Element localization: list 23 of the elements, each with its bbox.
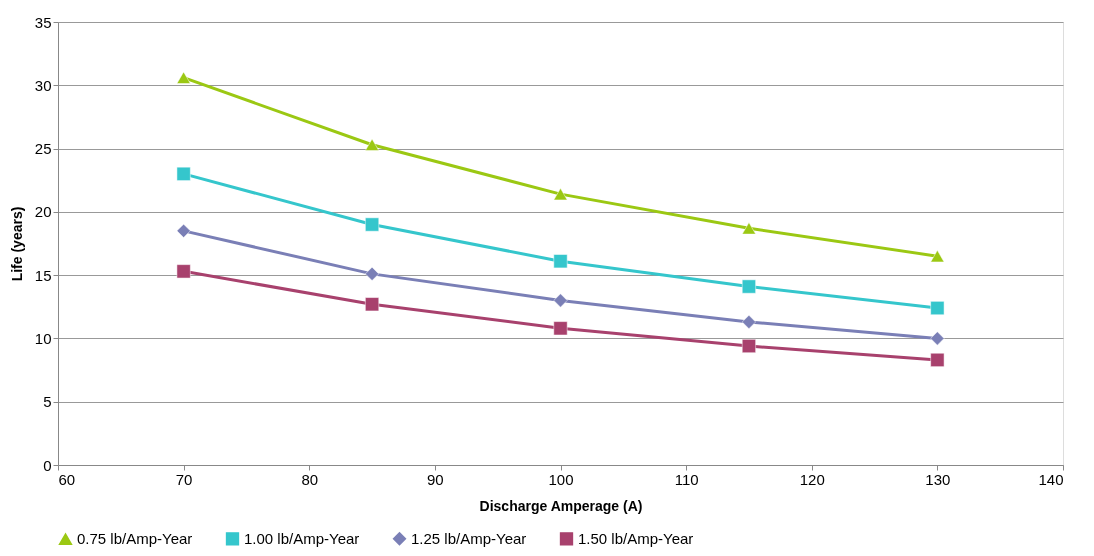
y-tick-label: 0 [43, 456, 52, 474]
y-tick-label: 35 [34, 13, 52, 31]
y-tick-label: 5 [43, 393, 52, 411]
x-tick-label: 100 [548, 470, 574, 488]
x-tick-label: 70 [175, 470, 193, 488]
y-tick-label: 20 [34, 203, 52, 221]
y-tick-label: 25 [34, 140, 52, 158]
x-tick-label: 120 [799, 470, 825, 488]
legend-label: 1.50 lb/Amp-Year [578, 529, 694, 547]
x-tick-label: 110 [674, 470, 699, 488]
x-axis-title: Discharge Amperage (A) [479, 497, 643, 514]
x-tick-label: 80 [301, 470, 319, 488]
x-tick-label: 140 [1038, 470, 1064, 488]
y-tick-label: 15 [34, 266, 52, 284]
x-tick-label: 90 [427, 470, 444, 488]
y-tick-label: 10 [34, 329, 52, 347]
y-tick-label: 30 [34, 76, 52, 94]
y-axis-title: Life (years) [8, 206, 25, 282]
x-tick-label: 130 [925, 470, 951, 488]
x-tick-label: 60 [58, 470, 76, 488]
legend-label: 1.25 lb/Amp-Year [411, 529, 527, 547]
legend-label: 1.00 lb/Amp-Year [244, 529, 360, 547]
legend-label: 0.75 lb/Amp-Year [77, 530, 193, 548]
